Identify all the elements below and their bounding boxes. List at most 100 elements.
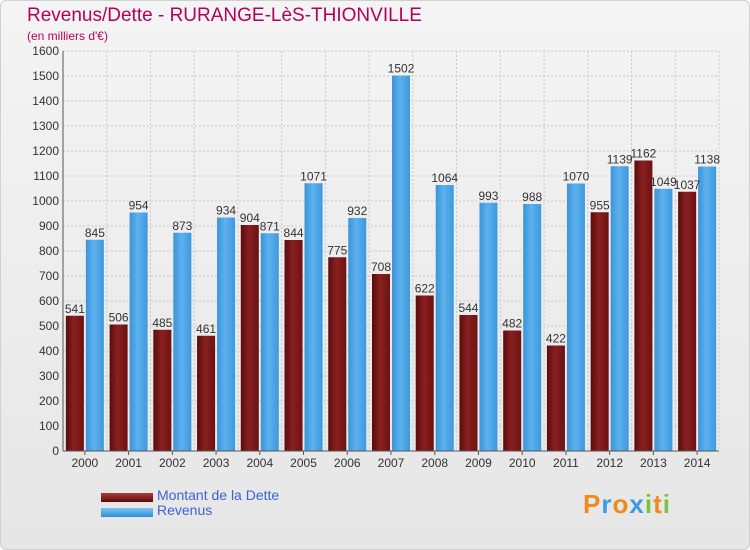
y-tick-label: 1000 bbox=[32, 194, 59, 208]
bar-revenus bbox=[129, 212, 148, 451]
value-label-dette: 708 bbox=[371, 260, 391, 274]
bar-dette bbox=[65, 315, 84, 451]
x-tick-label: 2004 bbox=[246, 456, 273, 470]
x-tick-label: 2002 bbox=[159, 456, 186, 470]
x-tick-label: 2003 bbox=[203, 456, 230, 470]
x-tick-label: 2009 bbox=[465, 456, 492, 470]
bar-dette bbox=[328, 257, 347, 451]
value-label-dette: 1037 bbox=[674, 178, 701, 192]
bar-revenus bbox=[392, 75, 410, 451]
bar-dette bbox=[197, 335, 216, 451]
value-label-dette: 422 bbox=[546, 332, 566, 346]
y-tick-label: 1400 bbox=[32, 94, 59, 108]
y-tick-label: 0 bbox=[52, 444, 59, 458]
bar-dette bbox=[284, 240, 303, 451]
x-tick-label: 2013 bbox=[640, 456, 667, 470]
bar-dette bbox=[590, 212, 609, 451]
x-tick-label: 2000 bbox=[72, 456, 99, 470]
bar-revenus bbox=[173, 232, 192, 451]
logo-letter: i bbox=[662, 489, 671, 519]
y-tick-label: 1600 bbox=[32, 44, 59, 58]
value-label-dette: 844 bbox=[284, 226, 304, 240]
value-label-dette: 775 bbox=[327, 243, 347, 257]
value-label-dette: 506 bbox=[109, 311, 129, 325]
y-tick-label: 700 bbox=[39, 269, 59, 283]
y-tick-label: 800 bbox=[39, 244, 59, 258]
x-tick-label: 2006 bbox=[334, 456, 361, 470]
bar-revenus bbox=[217, 217, 236, 451]
y-tick-label: 100 bbox=[39, 419, 59, 433]
proxiti-logo: Proxiti bbox=[583, 489, 671, 520]
bar-dette bbox=[678, 191, 697, 451]
y-tick-label: 1300 bbox=[32, 119, 59, 133]
bar-revenus bbox=[435, 185, 454, 451]
x-tick-label: 2008 bbox=[421, 456, 448, 470]
bar-revenus bbox=[479, 202, 498, 451]
value-label-dette: 482 bbox=[502, 317, 522, 331]
logo-letter: r bbox=[601, 489, 613, 519]
bar-revenus bbox=[523, 204, 542, 451]
bar-revenus bbox=[85, 239, 104, 451]
logo-letter: x bbox=[629, 489, 645, 519]
y-tick-label: 200 bbox=[39, 394, 59, 408]
bar-revenus bbox=[304, 183, 323, 451]
x-tick-label: 2005 bbox=[290, 456, 317, 470]
bar-dette bbox=[634, 160, 653, 451]
legend-label-revenus: Revenus bbox=[157, 502, 213, 518]
y-tick-label: 1100 bbox=[33, 169, 59, 183]
x-tick-label: 2014 bbox=[684, 456, 711, 470]
bar-dette bbox=[372, 274, 390, 451]
value-label-revenus: 1070 bbox=[563, 170, 590, 184]
logo-letter: o bbox=[612, 489, 630, 519]
chart-title: Revenus/Dette - RURANGE-LèS-THIONVILLE bbox=[27, 5, 422, 26]
value-label-revenus: 1064 bbox=[431, 171, 458, 185]
y-tick-label: 600 bbox=[39, 294, 59, 308]
value-label-revenus: 845 bbox=[85, 226, 105, 240]
y-tick-label: 900 bbox=[39, 219, 59, 233]
bar-revenus bbox=[566, 183, 585, 451]
bar-revenus bbox=[260, 233, 279, 451]
value-label-revenus: 934 bbox=[216, 204, 236, 218]
x-tick-label: 2001 bbox=[115, 456, 142, 470]
bar-revenus bbox=[610, 166, 629, 451]
value-label-revenus: 932 bbox=[347, 204, 367, 218]
x-tick-label: 2011 bbox=[553, 456, 579, 470]
value-label-dette: 485 bbox=[152, 316, 172, 330]
value-label-dette: 541 bbox=[65, 302, 85, 316]
grid-lines bbox=[62, 50, 720, 452]
legend-label-dette: Montant de la Dette bbox=[157, 487, 280, 503]
value-label-revenus: 954 bbox=[129, 199, 149, 213]
x-tick-label: 2007 bbox=[378, 456, 405, 470]
logo-letter: i bbox=[644, 489, 654, 519]
y-tick-label: 300 bbox=[39, 369, 59, 383]
value-label-revenus: 1138 bbox=[694, 153, 720, 167]
value-label-revenus: 1071 bbox=[300, 169, 327, 183]
legend-swatch-dette bbox=[101, 493, 153, 502]
x-tick-label: 2012 bbox=[596, 456, 623, 470]
y-tick-label: 400 bbox=[39, 344, 59, 358]
value-label-dette: 955 bbox=[590, 198, 610, 212]
bar-dette bbox=[109, 324, 128, 451]
value-label-dette: 544 bbox=[458, 301, 478, 315]
value-label-revenus: 1049 bbox=[650, 175, 677, 189]
bar-revenus bbox=[654, 188, 673, 451]
bar-dette bbox=[546, 345, 565, 451]
value-label-revenus: 1139 bbox=[607, 152, 633, 166]
value-label-revenus: 993 bbox=[478, 189, 498, 203]
bar-dette bbox=[153, 329, 172, 451]
value-label-dette: 461 bbox=[196, 322, 216, 336]
y-tick-label: 1200 bbox=[32, 144, 59, 158]
value-label-dette: 1162 bbox=[630, 147, 656, 161]
logo-letter: P bbox=[583, 489, 602, 519]
legend-swatch-revenus bbox=[101, 508, 153, 517]
bar-dette bbox=[459, 315, 478, 451]
y-tick-label: 500 bbox=[39, 319, 59, 333]
value-label-revenus: 873 bbox=[172, 219, 192, 233]
value-label-dette: 904 bbox=[240, 211, 260, 225]
axes: 0 100 200 300 400 500 600 700 800 900 1000 1100 1200… bbox=[32, 44, 719, 470]
bar-dette bbox=[415, 295, 434, 451]
value-label-revenus: 988 bbox=[522, 190, 542, 204]
